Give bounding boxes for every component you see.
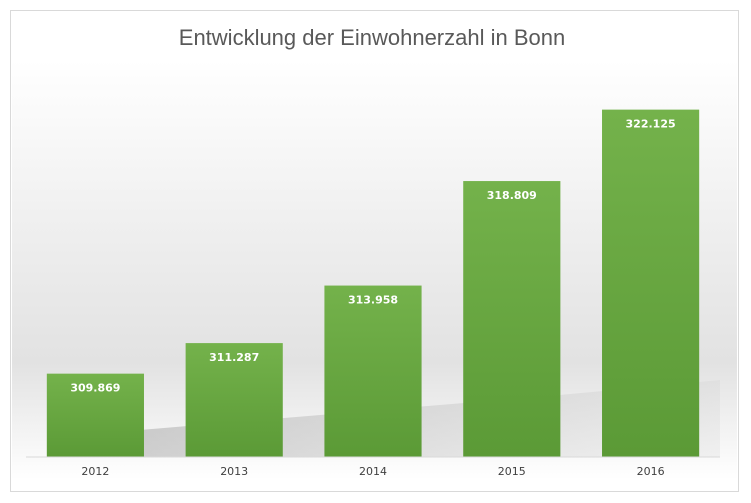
data-label-2015: 318.809 (487, 189, 537, 202)
data-label-2016: 322.125 (626, 118, 676, 131)
chart-title: Entwicklung der Einwohnerzahl in Bonn (179, 25, 565, 50)
bar-2014 (324, 285, 422, 457)
x-tick-label-2012: 2012 (81, 465, 109, 478)
x-tick-label-2016: 2016 (637, 465, 665, 478)
bar-shadow (140, 380, 720, 457)
bar-2013 (185, 343, 283, 457)
x-tick-label-2014: 2014 (359, 465, 387, 478)
bar-2015 (463, 181, 561, 457)
data-label-2014: 313.958 (348, 294, 398, 307)
x-tick-label-2015: 2015 (498, 465, 526, 478)
bar-2012 (46, 373, 144, 457)
data-label-2012: 309.869 (70, 382, 120, 395)
bar-2016 (602, 109, 700, 457)
x-tick-label-2013: 2013 (220, 465, 248, 478)
data-label-2013: 311.287 (209, 351, 259, 364)
